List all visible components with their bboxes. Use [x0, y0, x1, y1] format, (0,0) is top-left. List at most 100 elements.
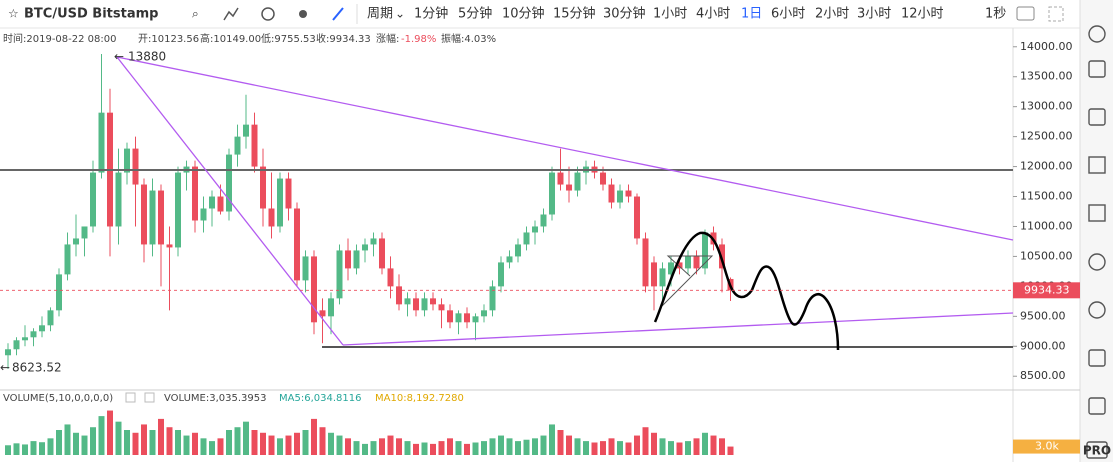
info-open: 开:10123.56	[138, 34, 199, 45]
interval-button[interactable]: 2小时	[815, 7, 849, 22]
candle-body	[268, 208, 275, 227]
add-icon[interactable]	[1088, 204, 1106, 222]
volume-bar	[328, 432, 334, 455]
interval-button[interactable]: 1小时	[653, 7, 687, 22]
candle-body	[447, 310, 453, 323]
volume-bar	[685, 441, 691, 455]
candle-body	[557, 172, 564, 185]
volume-bar	[591, 442, 598, 455]
seconds-interval[interactable]: 1秒	[985, 7, 1006, 22]
max-arrow: ←	[114, 50, 124, 64]
volume-bar	[336, 435, 343, 455]
volume-bar	[430, 443, 436, 455]
candle-body	[506, 256, 513, 263]
close-box[interactable]	[144, 392, 155, 403]
list-icon[interactable]	[1088, 60, 1106, 78]
candle-body	[659, 268, 666, 287]
volume-bar	[217, 438, 224, 455]
trend-line[interactable]	[116, 56, 344, 346]
candle-body	[455, 313, 462, 323]
volume-bar	[702, 432, 708, 455]
interval-list: 1分钟 5分钟 10分钟 15分钟 30分钟 1小时 4小时 1日 6小时 2小时 3小时 12小时	[414, 6, 944, 22]
settings-icon[interactable]	[261, 7, 275, 21]
draw-icon[interactable]	[332, 7, 344, 21]
volume-bar	[464, 443, 470, 455]
indicator-icon[interactable]	[223, 7, 239, 21]
interval-button[interactable]: 6小时	[771, 7, 805, 22]
volume-bar	[719, 438, 725, 455]
compass-icon[interactable]	[1088, 301, 1106, 319]
candle-body	[226, 154, 232, 212]
candle-body	[90, 172, 96, 227]
candle-body	[489, 286, 496, 311]
info-high: 高:10149.00	[200, 32, 261, 45]
interval-button[interactable]: 1日	[741, 7, 762, 22]
volume-bar	[183, 435, 190, 455]
interval-button[interactable]: 15分钟	[553, 6, 596, 22]
candle-body	[532, 226, 538, 233]
interval-button[interactable]: 3小时	[857, 7, 891, 22]
period-menu[interactable]: 周期	[367, 7, 393, 22]
candle-body	[387, 268, 394, 287]
volume-bar	[634, 435, 640, 455]
volume-bar	[421, 442, 428, 455]
chart-icon[interactable]	[1088, 156, 1106, 174]
candle-body	[149, 190, 156, 245]
volume-bar	[22, 444, 28, 455]
y-tick-label: 11500.00	[1020, 190, 1073, 203]
triangle-drawing[interactable]	[661, 255, 714, 307]
candle-body	[294, 208, 300, 281]
interval-button[interactable]: 12小时	[901, 7, 944, 22]
candle-body	[56, 274, 62, 311]
volume-bar	[175, 430, 181, 455]
star-icon[interactable]: ☆	[8, 7, 19, 21]
freehand-drawing[interactable]	[653, 231, 840, 351]
candle-body	[651, 262, 657, 287]
volume-bar	[498, 435, 504, 455]
interval-button[interactable]: 1分钟	[414, 6, 448, 22]
pro-box[interactable]	[1086, 441, 1108, 459]
candle-body	[523, 232, 530, 245]
w-icon[interactable]	[1088, 397, 1106, 415]
last-price-label: 9934.33	[1024, 283, 1070, 296]
camera-icon[interactable]	[1016, 6, 1035, 21]
interval-button[interactable]: 5分钟	[458, 6, 492, 22]
pro-label[interactable]: PRO	[1083, 444, 1111, 458]
symbol[interactable]: BTC/USD Bitstamp	[24, 7, 158, 22]
trend-line[interactable]	[342, 312, 1014, 346]
logo-icon[interactable]	[1088, 25, 1106, 43]
alarm-icon[interactable]	[1088, 253, 1106, 271]
volume-legend: VOLUME(5,10,0,0,0,0)	[3, 393, 113, 404]
candle-body	[115, 172, 122, 227]
dropdown-arrow: ⌄	[395, 7, 405, 21]
volume-bar	[642, 427, 649, 455]
volume-bar	[149, 430, 156, 455]
theme-icon[interactable]	[299, 10, 307, 18]
notes-icon[interactable]	[1088, 108, 1106, 126]
volume-bar	[379, 438, 385, 455]
interval-button[interactable]: 4小时	[696, 7, 730, 22]
volume-bar	[710, 435, 717, 455]
volume-bar	[345, 438, 351, 455]
volume-bar	[311, 418, 317, 455]
interval-button[interactable]: 10分钟	[502, 6, 545, 22]
interval-button[interactable]: 30分钟	[603, 6, 646, 22]
last-price-box	[1013, 282, 1080, 299]
volume-bar	[549, 424, 555, 455]
calendar-icon[interactable]	[1088, 349, 1106, 367]
trend-line[interactable]	[116, 56, 1014, 241]
volume-bar	[659, 438, 666, 455]
y-tick-label: 12500.00	[1020, 130, 1073, 143]
info-close: 收:9934.33	[316, 32, 371, 45]
fullscreen-icon[interactable]	[1048, 6, 1064, 22]
volume-bar	[260, 432, 266, 455]
candle-body	[243, 124, 249, 137]
volume-current-label: 3.0k	[1035, 440, 1059, 453]
candle-body	[600, 172, 606, 185]
volume-bar	[285, 435, 292, 455]
settings-box[interactable]	[125, 392, 136, 403]
search-icon[interactable]: ⌕	[192, 7, 199, 21]
candle-body	[166, 244, 173, 248]
